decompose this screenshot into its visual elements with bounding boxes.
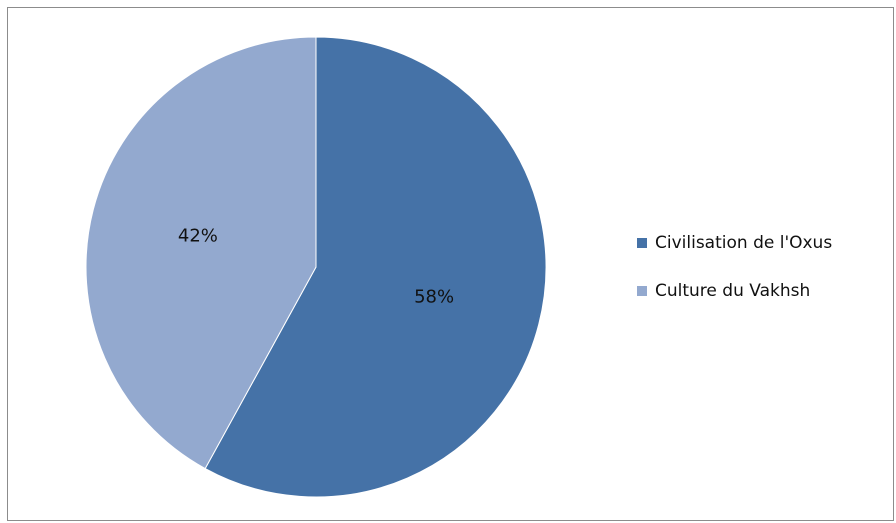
legend-label-culture-du-vakhsh: Culture du Vakhsh (655, 281, 810, 301)
pie-slice-civilisation-de-l-oxus (204, 36, 547, 498)
data-label-culture-du-vakhsh: 42% (178, 226, 218, 247)
pie-slice-culture-du-vakhsh (85, 36, 317, 470)
data-label-civilisation-de-l-oxus: 58% (414, 286, 454, 307)
legend: Civilisation de l'Oxus Culture du Vakhsh (637, 233, 832, 301)
legend-swatch-culture-du-vakhsh (637, 286, 647, 296)
pie-data-labels: 58% 42% (178, 226, 454, 308)
pie-slices (85, 36, 547, 498)
legend-swatch-civilisation-de-l-oxus (637, 238, 647, 248)
legend-label-civilisation-de-l-oxus: Civilisation de l'Oxus (655, 233, 832, 253)
